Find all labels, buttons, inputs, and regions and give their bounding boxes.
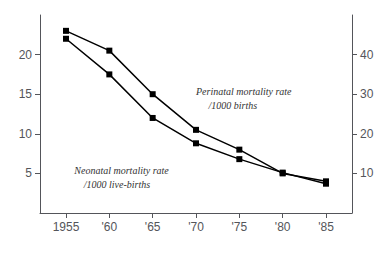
svg-text:/1000 live-births: /1000 live-births [83,179,150,190]
svg-text:10: 10 [19,127,33,141]
svg-text:'75: '75 [232,220,248,234]
svg-text:10: 10 [360,166,374,180]
svg-text:20: 20 [360,127,374,141]
svg-text:'60: '60 [102,220,118,234]
svg-text:Perinatal mortality rate: Perinatal mortality rate [195,86,292,97]
svg-text:40: 40 [360,48,374,62]
svg-text:5: 5 [25,166,32,180]
svg-text:1955: 1955 [53,220,80,234]
svg-text:Neonatal mortality rate: Neonatal mortality rate [73,165,169,176]
svg-text:'65: '65 [145,220,161,234]
svg-text:'70: '70 [188,220,204,234]
svg-text:15: 15 [19,87,33,101]
svg-text:'85: '85 [318,220,334,234]
svg-text:/1000 births: /1000 births [207,100,257,111]
svg-text:'80: '80 [275,220,291,234]
svg-text:30: 30 [360,87,374,101]
svg-text:20: 20 [19,48,33,62]
